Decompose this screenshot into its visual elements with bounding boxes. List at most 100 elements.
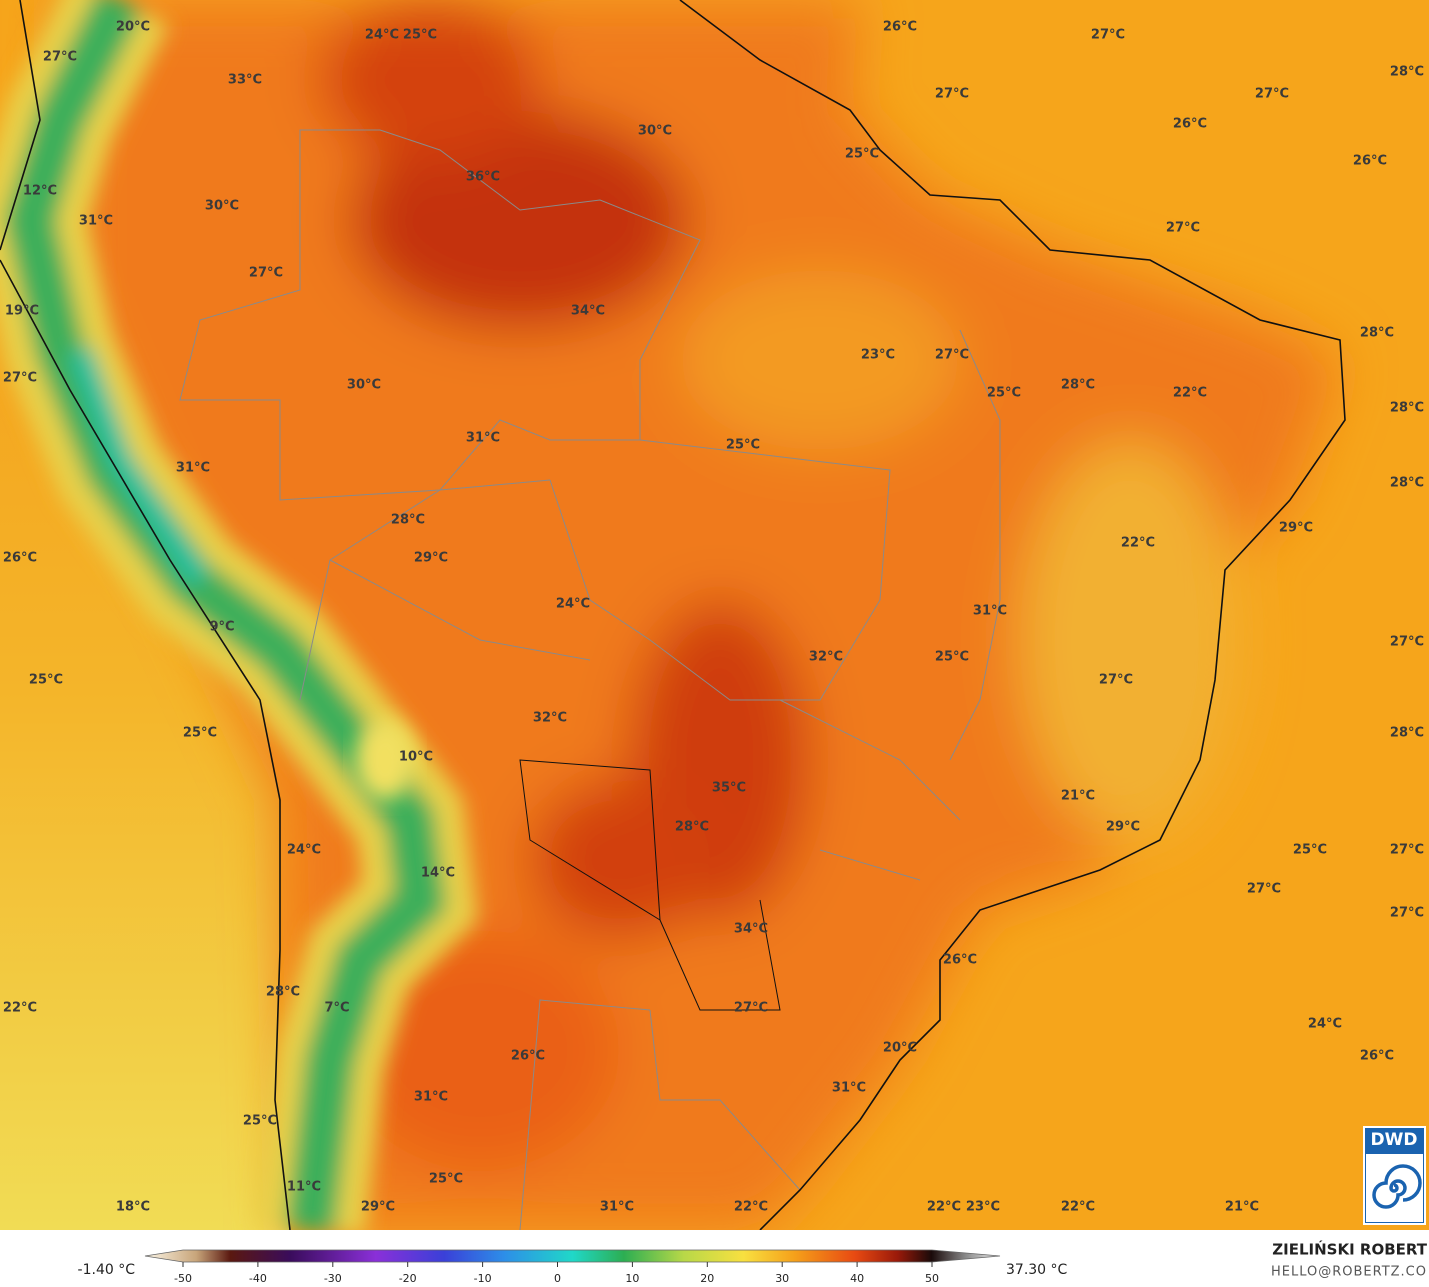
temperature-label: 26°C bbox=[1360, 1049, 1394, 1064]
temperature-label: 11°C bbox=[287, 1180, 321, 1195]
temperature-label: 20°C bbox=[883, 1041, 917, 1056]
temperature-label: 27°C bbox=[249, 266, 283, 281]
temperature-label: 27°C bbox=[1166, 221, 1200, 236]
temperature-label: 29°C bbox=[1106, 820, 1140, 835]
temperature-label: 22°C bbox=[927, 1200, 961, 1215]
temperature-label: 29°C bbox=[361, 1200, 395, 1215]
temperature-label: 27°C bbox=[1091, 28, 1125, 43]
temperature-label: 21°C bbox=[1061, 789, 1095, 804]
temperature-label: 33°C bbox=[228, 73, 262, 88]
borders bbox=[179, 129, 1001, 1231]
temperature-label: 34°C bbox=[571, 304, 605, 319]
temperature-label: 30°C bbox=[638, 124, 672, 139]
temperature-label: 26°C bbox=[1173, 117, 1207, 132]
colorbar-tick-label: 40 bbox=[850, 1272, 864, 1285]
temperature-label: 26°C bbox=[883, 20, 917, 35]
temperature-label: 30°C bbox=[205, 199, 239, 214]
temperature-label: 31°C bbox=[832, 1081, 866, 1096]
temperature-label: 22°C bbox=[1061, 1200, 1095, 1215]
temperature-label: 27°C bbox=[1390, 843, 1424, 858]
temperature-label: 24°C bbox=[287, 843, 321, 858]
temperature-label: 26°C bbox=[943, 953, 977, 968]
colorbar-tick-label: 30 bbox=[775, 1272, 789, 1285]
temperature-label: 31°C bbox=[973, 604, 1007, 619]
temperature-label: 25°C bbox=[935, 650, 969, 665]
coastline bbox=[0, 0, 291, 1231]
temperature-label: 25°C bbox=[183, 726, 217, 741]
temperature-label: 28°C bbox=[266, 985, 300, 1000]
temperature-label: 34°C bbox=[734, 922, 768, 937]
temperature-label: 29°C bbox=[414, 551, 448, 566]
temperature-label: 25°C bbox=[845, 147, 879, 162]
temperature-label: 25°C bbox=[1293, 843, 1327, 858]
temperature-label: 21°C bbox=[1225, 1200, 1259, 1215]
colorbar-tick-label: -20 bbox=[399, 1272, 417, 1285]
temperature-label: 35°C bbox=[712, 781, 746, 796]
temperature-label: 28°C bbox=[1061, 378, 1095, 393]
temperature-label: 22°C bbox=[734, 1200, 768, 1215]
temperature-label: 10°C bbox=[399, 750, 433, 765]
temperature-label: 27°C bbox=[3, 371, 37, 386]
temperature-label: 14°C bbox=[421, 866, 455, 881]
temperature-label: 20°C bbox=[116, 20, 150, 35]
colorbar-tick-label: -50 bbox=[174, 1272, 192, 1285]
temperature-labels: 20°C 24°C 25°C 26°C 27°C 28°C 27°C 33°C 27°C 27°C… bbox=[3, 20, 1424, 1215]
temperature-label: 23°C bbox=[966, 1200, 1000, 1215]
temperature-label: 22°C bbox=[3, 1001, 37, 1016]
colorbar-tick-label: 50 bbox=[925, 1272, 939, 1285]
dwd-logo: DWD bbox=[1363, 1126, 1426, 1225]
temperature-label: 28°C bbox=[1390, 401, 1424, 416]
temperature-label: 9°C bbox=[209, 620, 234, 635]
temperature-label: 26°C bbox=[511, 1049, 545, 1064]
temperature-label: 7°C bbox=[324, 1001, 349, 1016]
temperature-label: 28°C bbox=[1390, 476, 1424, 491]
temperature-label: 26°C bbox=[3, 551, 37, 566]
temperature-label: 27°C bbox=[935, 348, 969, 363]
temperature-label: 27°C bbox=[935, 87, 969, 102]
temperature-label: 24°C bbox=[1308, 1017, 1342, 1032]
temperature-label: 31°C bbox=[176, 461, 210, 476]
colorbar-max: 37.30 °C bbox=[1006, 1262, 1068, 1278]
temperature-label: 31°C bbox=[466, 431, 500, 446]
colorbar-min: -1.40 °C bbox=[78, 1262, 136, 1278]
temperature-label: 22°C bbox=[1121, 536, 1155, 551]
colorbar-tick-label: 10 bbox=[625, 1272, 639, 1285]
temperature-label: 28°C bbox=[675, 820, 709, 835]
temperature-label: 26°C bbox=[1353, 154, 1387, 169]
colorbar-tick-label: 0 bbox=[554, 1272, 561, 1285]
colorbar-tick-label: -10 bbox=[474, 1272, 492, 1285]
temperature-label: 24°C bbox=[556, 597, 590, 612]
temperature-label: 22°C bbox=[1173, 386, 1207, 401]
temperature-label: 27°C bbox=[1390, 906, 1424, 921]
colorbar-ticks: -50 -40 -30 -20 -10 0 10 20 30 40 50 bbox=[174, 1262, 939, 1285]
temperature-label: 25°C bbox=[243, 1114, 277, 1129]
altiplano bbox=[355, 720, 415, 800]
temperature-label: 27°C bbox=[1390, 635, 1424, 650]
temperature-label: 31°C bbox=[600, 1200, 634, 1215]
map-background bbox=[0, 0, 1429, 1237]
temperature-label: 27°C bbox=[1255, 87, 1289, 102]
temperature-label: 25°C bbox=[987, 386, 1021, 401]
temperature-label: 27°C bbox=[1247, 882, 1281, 897]
temperature-label: 28°C bbox=[1390, 65, 1424, 80]
credit-name: ZIELIŃSKI ROBERT bbox=[1272, 1240, 1427, 1259]
temperature-label: 28°C bbox=[1360, 326, 1394, 341]
temperature-label: 18°C bbox=[116, 1200, 150, 1215]
colorbar-tick-label: -30 bbox=[324, 1272, 342, 1285]
temperature-label: 27°C bbox=[43, 50, 77, 65]
temperature-label: 19°C bbox=[5, 304, 39, 319]
temperature-label: 31°C bbox=[414, 1090, 448, 1105]
andes bbox=[0, 0, 478, 1237]
temperature-label: 32°C bbox=[809, 650, 843, 665]
temperature-label: 31°C bbox=[79, 214, 113, 229]
temperature-label: 24°C bbox=[365, 28, 399, 43]
temperature-label: 25°C bbox=[403, 28, 437, 43]
temperature-label: 32°C bbox=[533, 711, 567, 726]
temperature-label: 29°C bbox=[1279, 521, 1313, 536]
temperature-label: 12°C bbox=[23, 184, 57, 199]
temperature-label: 27°C bbox=[734, 1001, 768, 1016]
logo-text: DWD bbox=[1371, 1130, 1418, 1150]
temperature-label: 23°C bbox=[861, 348, 895, 363]
temperature-label: 25°C bbox=[29, 673, 63, 688]
